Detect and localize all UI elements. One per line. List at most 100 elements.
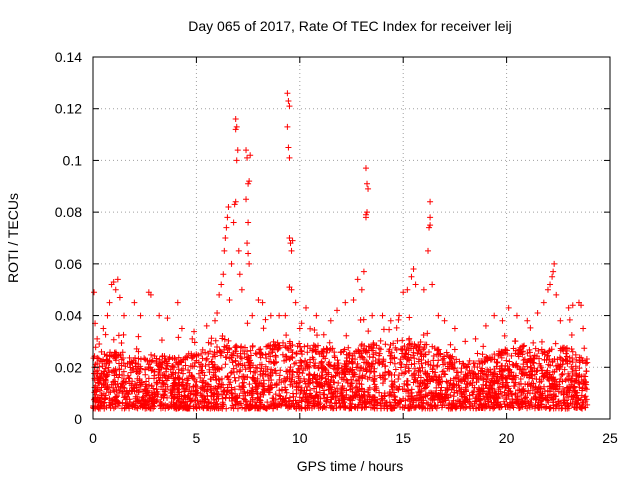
data-point <box>577 404 584 411</box>
data-point <box>189 353 196 360</box>
data-point <box>289 400 296 407</box>
data-point <box>252 369 259 376</box>
data-point <box>534 389 541 396</box>
data-point <box>328 390 335 397</box>
data-point <box>137 365 144 372</box>
data-point <box>255 405 262 412</box>
data-point <box>400 289 407 296</box>
data-point <box>119 399 126 406</box>
data-point <box>550 268 557 275</box>
data-point <box>512 390 519 397</box>
data-point <box>223 354 230 361</box>
data-point <box>141 355 148 362</box>
data-point <box>370 340 377 347</box>
data-point <box>246 359 253 366</box>
data-point <box>401 343 408 350</box>
data-point <box>148 351 155 358</box>
data-point <box>537 362 544 369</box>
data-point <box>542 370 549 377</box>
data-point <box>569 355 576 362</box>
data-point <box>233 123 240 130</box>
data-point <box>405 396 412 403</box>
data-point <box>359 393 366 400</box>
data-point <box>331 362 338 369</box>
data-point <box>305 363 312 370</box>
data-point <box>272 342 279 349</box>
data-point <box>538 378 545 385</box>
data-point <box>311 402 318 409</box>
data-point <box>309 375 316 382</box>
data-point <box>168 386 175 393</box>
data-point <box>107 389 114 396</box>
data-point <box>466 392 473 399</box>
data-point <box>251 399 258 406</box>
data-point <box>132 393 139 400</box>
data-point <box>515 347 522 354</box>
data-point <box>225 337 232 344</box>
data-point <box>518 397 525 404</box>
data-point <box>406 314 413 321</box>
data-point <box>103 372 110 379</box>
data-point <box>126 380 133 387</box>
data-point <box>320 403 327 410</box>
data-point <box>226 297 233 304</box>
data-point <box>553 378 560 385</box>
data-point <box>405 347 412 354</box>
data-point <box>310 398 317 405</box>
data-point <box>504 401 511 408</box>
data-point <box>359 403 366 410</box>
data-point <box>218 349 225 356</box>
data-point <box>405 336 412 343</box>
data-point <box>524 317 531 324</box>
data-point <box>232 401 239 408</box>
data-point <box>270 338 277 345</box>
data-point <box>285 405 292 412</box>
data-point <box>559 370 566 377</box>
data-point <box>236 383 243 390</box>
y-axis-ticks: 0 0.02 0.04 0.06 0.08 0.1 0.12 0.14 <box>55 49 610 427</box>
data-point <box>288 354 295 361</box>
data-point <box>521 342 528 349</box>
data-point <box>396 359 403 366</box>
data-point <box>440 368 447 375</box>
data-point <box>472 371 479 378</box>
data-point <box>273 381 280 388</box>
data-point <box>378 405 385 412</box>
data-point <box>333 405 340 412</box>
data-point <box>276 372 283 379</box>
data-point <box>416 364 423 371</box>
data-point <box>331 379 338 386</box>
data-point <box>429 343 436 350</box>
data-point <box>253 389 260 396</box>
data-point <box>221 247 228 254</box>
data-point <box>568 375 575 382</box>
data-point <box>190 403 197 410</box>
data-point <box>534 367 541 374</box>
data-point <box>512 338 519 345</box>
data-point <box>454 403 461 410</box>
data-point <box>427 401 434 408</box>
data-point <box>581 394 588 401</box>
data-point <box>338 375 345 382</box>
data-point <box>267 312 274 319</box>
data-point <box>225 376 232 383</box>
data-point <box>325 386 332 393</box>
data-point <box>415 383 422 390</box>
data-point <box>211 399 218 406</box>
data-point <box>551 260 558 267</box>
data-point <box>323 394 330 401</box>
data-point <box>433 405 440 412</box>
data-point <box>323 345 330 352</box>
data-point <box>450 381 457 388</box>
y-tick-label: 0.12 <box>55 101 82 117</box>
data-point <box>115 374 122 381</box>
data-point <box>510 362 517 369</box>
data-point <box>365 185 372 192</box>
data-point <box>237 344 244 351</box>
data-point <box>245 250 252 257</box>
data-point <box>192 388 199 395</box>
data-point <box>282 399 289 406</box>
data-point <box>416 383 423 390</box>
data-point <box>158 337 165 344</box>
data-point <box>468 368 475 375</box>
